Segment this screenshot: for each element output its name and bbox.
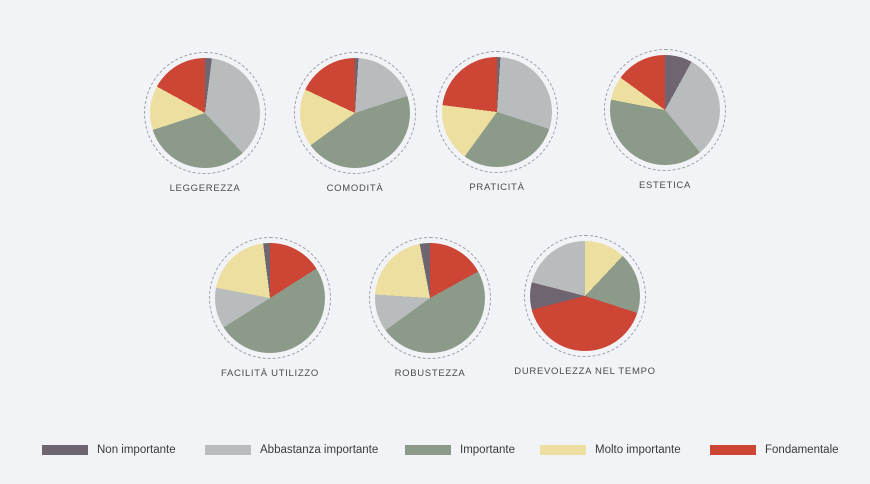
legend-item: Fondamentale [710, 440, 839, 460]
pie-title: DUREVOLEZZA NEL TEMPO [514, 366, 656, 377]
legend-swatch-fondamentale [710, 445, 756, 455]
pie-dashed-ring [294, 52, 416, 174]
pie-block-estetica: ESTETICA [604, 49, 726, 209]
legend-swatch-importante [405, 445, 451, 455]
pie-title: ROBUSTEZZA [394, 368, 466, 379]
pie-title: COMODITÀ [326, 183, 384, 194]
pie-title: ESTETICA [638, 180, 692, 191]
pie-dashed-ring [604, 49, 726, 171]
pie-chart [610, 55, 720, 165]
pie-dashed-ring [369, 237, 491, 359]
pie-title: FACILITÀ UTILIZZO [221, 368, 319, 379]
legend-label: Non importante [97, 444, 176, 456]
pie-block-leggerezza: LEGGEREZZA [144, 52, 266, 212]
pie-block-praticita: PRATICITÀ [436, 51, 558, 211]
legend-item: Non importante [42, 440, 176, 460]
pie-title: LEGGEREZZA [169, 183, 241, 194]
pie-dashed-ring [209, 237, 331, 359]
legend-label: Abbastanza importante [260, 444, 379, 456]
pie-chart [300, 58, 410, 168]
legend: Non importante Abbastanza importante Imp… [0, 440, 870, 470]
legend-item: Importante [405, 440, 515, 460]
pie-chart [530, 241, 640, 351]
pie-dashed-ring [436, 51, 558, 173]
pie-block-durevolezza: DUREVOLEZZA NEL TEMPO [514, 235, 655, 395]
pie-block-facilita-utilizzo: FACILITÀ UTILIZZO [209, 237, 331, 397]
pie-dashed-ring [524, 235, 646, 357]
legend-swatch-non-importante [42, 445, 88, 455]
legend-swatch-molto-importante [540, 445, 586, 455]
pie-title: PRATICITÀ [469, 182, 525, 193]
legend-label: Importante [460, 444, 515, 456]
pie-block-comodita: COMODITÀ [294, 52, 416, 212]
pie-chart [215, 243, 325, 353]
legend-label: Fondamentale [765, 444, 839, 456]
pie-dashed-ring [144, 52, 266, 174]
legend-item: Abbastanza importante [205, 440, 378, 460]
pie-chart [150, 58, 260, 168]
legend-label: Molto importante [595, 444, 681, 456]
legend-swatch-abbastanza-importante [205, 445, 251, 455]
pie-chart [375, 243, 485, 353]
pie-chart [442, 57, 552, 167]
legend-item: Molto importante [540, 440, 681, 460]
pie-block-robustezza: ROBUSTEZZA [369, 237, 491, 397]
